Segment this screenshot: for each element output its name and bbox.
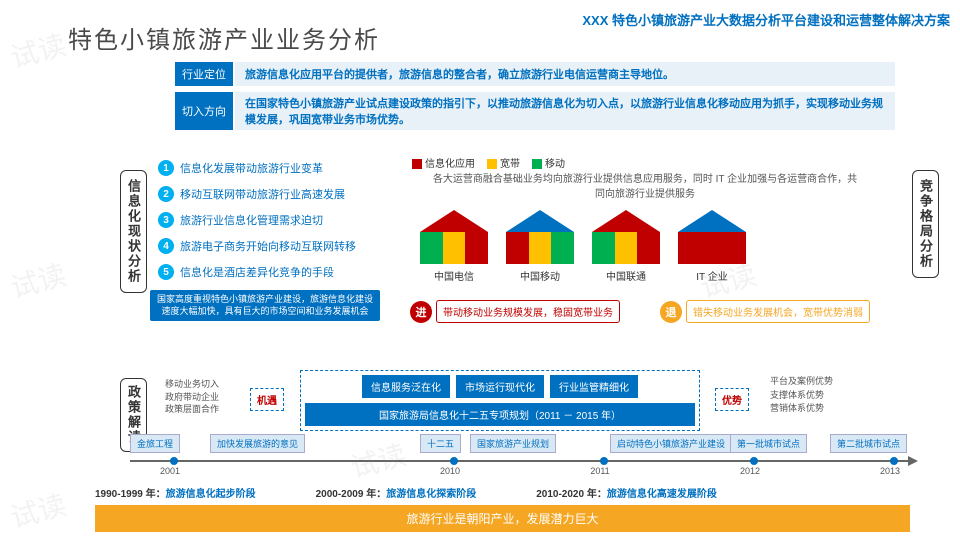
page-title: 特色小镇旅游产业业务分析 [68,20,380,55]
timeline-box: 第一批城市试点 [730,434,807,453]
num-item-2: 2 移动互联网带动旅游行业高速发展 [158,186,345,202]
watermark: 试读 [6,483,70,536]
definition-row-1: 行业定位 旅游信息化应用平台的提供者，旅游信息的整合者，确立旅游行业电信运营商主… [175,62,895,86]
footer-bar: 旅游行业是朝阳产业，发展潜力巨大 [95,505,910,532]
house: 中国联通 [592,210,660,283]
phase-item: 1990-1999 年：旅游信息化起步阶段 [95,485,256,500]
legend: 信息化应用宽带移动 [412,155,565,170]
num-circle: 1 [158,160,174,176]
timeline-dot [890,457,898,465]
num-text: 信息化是酒店差异化竞争的手段 [180,264,334,280]
house: IT 企业 [678,210,746,283]
timeline-dot [170,457,178,465]
policy-chip: 市场运行现代化 [456,375,544,398]
timeline-dot [600,457,608,465]
tag-advance: 进带动移动业务规模发展，稳固宽带业务 [410,300,620,323]
header-subtitle: XXX 特色小镇旅游产业大数据分析平台建设和运营整体解决方案 [582,10,950,29]
timeline-box: 第二批城市试点 [830,434,907,453]
num-circle: 3 [158,212,174,228]
num-text: 旅游电子商务开始向移动互联网转移 [180,238,356,254]
num-circle: 4 [158,238,174,254]
num-circle: 5 [158,264,174,280]
house-row: 中国电信中国移动中国联通 IT 企业 [420,210,746,283]
timeline-year: 2010 [440,466,460,476]
phase-row: 1990-1999 年：旅游信息化起步阶段 2000-2009 年：旅游信息化探索… [95,485,757,500]
house: 中国电信 [420,210,488,283]
house-description: 各大运营商融合基础业务均向旅游行业提供信息应用服务，同时 IT 企业加强与各运营… [430,172,860,202]
timeline-arrow [908,456,918,466]
timeline-box: 加快发展旅游的意见 [210,434,305,453]
timeline: 金旅工程加快发展旅游的意见十二五国家旅游产业规划启动特色小镇旅游产业建设第一批城… [130,460,910,462]
def-label: 行业定位 [175,62,235,86]
policy-left-text: 移动业务切入 政府带动企业 政策层面合作 [165,378,219,416]
keyword-opportunity: 机遇 [250,388,284,411]
tag-retreat: 退错失移动业务发展机会，宽带优势消弱 [660,300,870,323]
def-text: 旅游信息化应用平台的提供者，旅游信息的整合者，确立旅游行业电信运营商主导地位。 [235,62,895,86]
def-label: 切入方向 [175,92,235,130]
num-item-5: 5 信息化是酒店差异化竞争的手段 [158,264,334,280]
legend-item: 移动 [532,155,565,170]
timeline-box: 金旅工程 [130,434,180,453]
tag-circle: 退 [660,301,682,323]
tag-circle: 进 [410,301,432,323]
def-text: 在国家特色小镇旅游产业试点建设政策的指引下，以推动旅游信息化为切入点，以旅游行业… [235,92,895,130]
timeline-dot [450,457,458,465]
policy-main: 国家旅游局信息化十二五专项规划（2011 － 2015 年） [305,403,695,426]
advantage-list: 平台及案例优势 支撑体系优势 营销体系优势 [770,375,833,416]
num-item-4: 4 旅游电子商务开始向移动互联网转移 [158,238,356,254]
timeline-year: 2013 [880,466,900,476]
tag-text: 带动移动业务规模发展，稳固宽带业务 [436,300,620,323]
watermark: 试读 [6,23,70,76]
keyword-advantage: 优势 [715,388,749,411]
num-text: 信息化发展带动旅游行业变革 [180,160,323,176]
policy-center-box: 信息服务泛在化市场运行现代化行业监管精细化 国家旅游局信息化十二五专项规划（20… [300,370,700,431]
num-text: 旅游行业信息化管理需求迫切 [180,212,323,228]
num-circle: 2 [158,186,174,202]
watermark: 试读 [6,253,70,306]
vlabel-right: 竞争格局分析 [912,170,939,278]
phase-item: 2000-2009 年：旅游信息化探索阶段 [316,485,477,500]
num-item-3: 3 旅游行业信息化管理需求迫切 [158,212,323,228]
legend-item: 信息化应用 [412,155,475,170]
num-text: 移动互联网带动旅游行业高速发展 [180,186,345,202]
tag-text: 错失移动业务发展机会，宽带优势消弱 [686,300,870,323]
vlabel-left: 信息化现状分析 [120,170,147,293]
policy-chip: 行业监管精细化 [550,375,638,398]
timeline-year: 2011 [590,466,609,476]
definition-row-2: 切入方向 在国家特色小镇旅游产业试点建设政策的指引下，以推动旅游信息化为切入点，… [175,92,895,130]
policy-chip: 信息服务泛在化 [362,375,450,398]
timeline-box: 启动特色小镇旅游产业建设 [610,434,732,453]
num-item-1: 1 信息化发展带动旅游行业变革 [158,160,323,176]
timeline-box: 国家旅游产业规划 [470,434,556,453]
phase-item: 2010-2020 年：旅游信息化高速发展阶段 [536,485,717,500]
timeline-year: 2001 [160,466,180,476]
blue-summary-box: 国家高度重视特色小镇旅游产业建设，旅游信息化建设速度大幅加快，具有巨大的市场空间… [150,290,380,321]
timeline-year: 2012 [740,466,760,476]
timeline-box: 十二五 [420,434,461,453]
house: 中国移动 [506,210,574,283]
legend-item: 宽带 [487,155,520,170]
timeline-dot [750,457,758,465]
